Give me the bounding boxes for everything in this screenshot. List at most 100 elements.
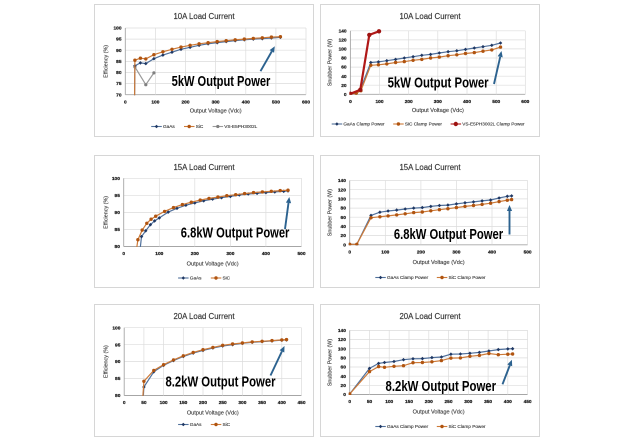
svg-text:SiC Clamp Power: SiC Clamp Power bbox=[449, 424, 486, 429]
svg-text:Output Voltage (Vdc): Output Voltage (Vdc) bbox=[189, 109, 241, 115]
svg-text:450: 450 bbox=[297, 400, 305, 406]
svg-text:300: 300 bbox=[464, 399, 472, 405]
svg-text:15A Load Current: 15A Load Current bbox=[399, 163, 461, 172]
svg-text:80: 80 bbox=[114, 244, 120, 250]
svg-text:95: 95 bbox=[116, 37, 122, 43]
svg-text:200: 200 bbox=[198, 400, 206, 406]
svg-text:40: 40 bbox=[341, 224, 347, 230]
svg-text:Output Voltage (Vdc): Output Voltage (Vdc) bbox=[186, 410, 238, 416]
svg-text:300: 300 bbox=[211, 99, 219, 105]
svg-text:10A Load Current: 10A Load Current bbox=[173, 12, 235, 21]
svg-text:500: 500 bbox=[271, 99, 279, 105]
svg-text:5kW Output Power: 5kW Output Power bbox=[388, 75, 489, 91]
svg-text:95: 95 bbox=[115, 342, 121, 348]
svg-text:250: 250 bbox=[444, 399, 452, 405]
svg-text:0: 0 bbox=[122, 251, 125, 257]
svg-text:60: 60 bbox=[341, 214, 347, 220]
svg-text:500: 500 bbox=[492, 99, 500, 105]
svg-text:140: 140 bbox=[338, 328, 346, 334]
svg-text:100: 100 bbox=[338, 196, 346, 202]
svg-text:85: 85 bbox=[116, 59, 122, 65]
svg-text:400: 400 bbox=[463, 99, 471, 105]
svg-text:200: 200 bbox=[417, 249, 425, 255]
svg-text:80: 80 bbox=[341, 205, 347, 211]
svg-text:95: 95 bbox=[114, 192, 120, 198]
svg-text:200: 200 bbox=[190, 251, 198, 257]
svg-text:200: 200 bbox=[181, 99, 189, 105]
svg-text:200: 200 bbox=[425, 399, 433, 405]
svg-text:300: 300 bbox=[452, 249, 460, 255]
svg-text:140: 140 bbox=[339, 28, 347, 34]
svg-text:SiC: SiC bbox=[195, 124, 203, 129]
svg-text:Snubber Power (W): Snubber Power (W) bbox=[328, 188, 334, 236]
svg-text:400: 400 bbox=[261, 251, 269, 257]
svg-text:50: 50 bbox=[367, 399, 373, 405]
svg-text:8.2kW Output Power: 8.2kW Output Power bbox=[386, 378, 497, 394]
svg-text:75: 75 bbox=[116, 81, 122, 87]
svg-text:0: 0 bbox=[349, 99, 352, 105]
svg-text:GaAs: GaAs bbox=[189, 422, 201, 427]
svg-text:80: 80 bbox=[116, 70, 122, 76]
svg-text:Output Voltage (Vdc): Output Voltage (Vdc) bbox=[413, 259, 465, 265]
svg-text:6.8kW Output Power: 6.8kW Output Power bbox=[180, 225, 289, 241]
svg-text:GaAs: GaAs bbox=[189, 275, 201, 280]
svg-text:100: 100 bbox=[338, 346, 346, 352]
svg-text:350: 350 bbox=[258, 400, 266, 406]
svg-text:100: 100 bbox=[339, 47, 347, 53]
svg-text:GaAs Clamp Power: GaAs Clamp Power bbox=[387, 275, 429, 280]
svg-text:300: 300 bbox=[434, 99, 442, 105]
svg-text:20: 20 bbox=[341, 83, 347, 89]
svg-text:0: 0 bbox=[348, 249, 351, 255]
svg-text:Efficiency (%): Efficiency (%) bbox=[103, 195, 109, 228]
svg-text:Output Voltage (Vdc): Output Voltage (Vdc) bbox=[412, 108, 464, 114]
svg-text:SiC Clamp Power: SiC Clamp Power bbox=[449, 275, 486, 280]
svg-text:0: 0 bbox=[344, 92, 347, 98]
svg-text:Output Voltage (Vdc): Output Voltage (Vdc) bbox=[413, 409, 465, 415]
svg-text:400: 400 bbox=[277, 400, 285, 406]
svg-text:120: 120 bbox=[338, 337, 346, 343]
svg-text:Snubber Power (W): Snubber Power (W) bbox=[328, 39, 334, 87]
svg-text:Efficiency (%): Efficiency (%) bbox=[103, 45, 109, 78]
svg-text:140: 140 bbox=[338, 178, 346, 184]
svg-text:SiC Clamp Power: SiC Clamp Power bbox=[405, 122, 442, 127]
svg-text:VS-E5PH3002L: VS-E5PH3002L bbox=[224, 124, 257, 129]
svg-text:50: 50 bbox=[141, 400, 147, 406]
svg-text:0: 0 bbox=[343, 242, 346, 248]
svg-text:0: 0 bbox=[122, 400, 125, 406]
svg-text:90: 90 bbox=[116, 48, 122, 54]
svg-text:300: 300 bbox=[238, 400, 246, 406]
svg-text:GaAs Clamp Power: GaAs Clamp Power bbox=[343, 122, 385, 127]
svg-text:90: 90 bbox=[114, 210, 120, 216]
svg-text:8.2kW Output Power: 8.2kW Output Power bbox=[165, 374, 275, 390]
svg-text:GaAs: GaAs bbox=[163, 124, 175, 129]
svg-text:85: 85 bbox=[114, 227, 120, 233]
svg-text:500: 500 bbox=[524, 249, 532, 255]
svg-text:250: 250 bbox=[218, 400, 226, 406]
svg-text:100: 100 bbox=[385, 399, 393, 405]
svg-text:0: 0 bbox=[348, 399, 351, 405]
svg-text:120: 120 bbox=[339, 38, 347, 44]
svg-text:100: 100 bbox=[159, 400, 167, 406]
svg-text:300: 300 bbox=[226, 251, 234, 257]
svg-text:Snubber Power (W): Snubber Power (W) bbox=[328, 338, 334, 386]
svg-text:150: 150 bbox=[405, 399, 413, 405]
svg-text:VS-E5PH3002L Clamp Power: VS-E5PH3002L Clamp Power bbox=[462, 122, 525, 127]
svg-text:600: 600 bbox=[521, 99, 529, 105]
svg-text:20: 20 bbox=[341, 382, 347, 388]
svg-text:90: 90 bbox=[115, 359, 121, 365]
svg-text:150: 150 bbox=[179, 400, 187, 406]
svg-text:5kW Output Power: 5kW Output Power bbox=[171, 74, 270, 90]
svg-text:80: 80 bbox=[341, 56, 347, 62]
svg-text:100: 100 bbox=[375, 99, 383, 105]
svg-text:0: 0 bbox=[123, 99, 126, 105]
svg-text:400: 400 bbox=[241, 99, 249, 105]
svg-text:GaAs Clamp Power: GaAs Clamp Power bbox=[387, 424, 429, 429]
svg-text:0: 0 bbox=[343, 392, 346, 398]
svg-text:Efficiency (%): Efficiency (%) bbox=[103, 344, 109, 377]
svg-text:80: 80 bbox=[115, 393, 121, 399]
svg-text:200: 200 bbox=[405, 99, 413, 105]
svg-text:20: 20 bbox=[341, 233, 347, 239]
svg-text:85: 85 bbox=[115, 376, 121, 382]
svg-text:Output Voltage (Vdc): Output Voltage (Vdc) bbox=[186, 261, 238, 267]
svg-text:70: 70 bbox=[116, 92, 122, 98]
